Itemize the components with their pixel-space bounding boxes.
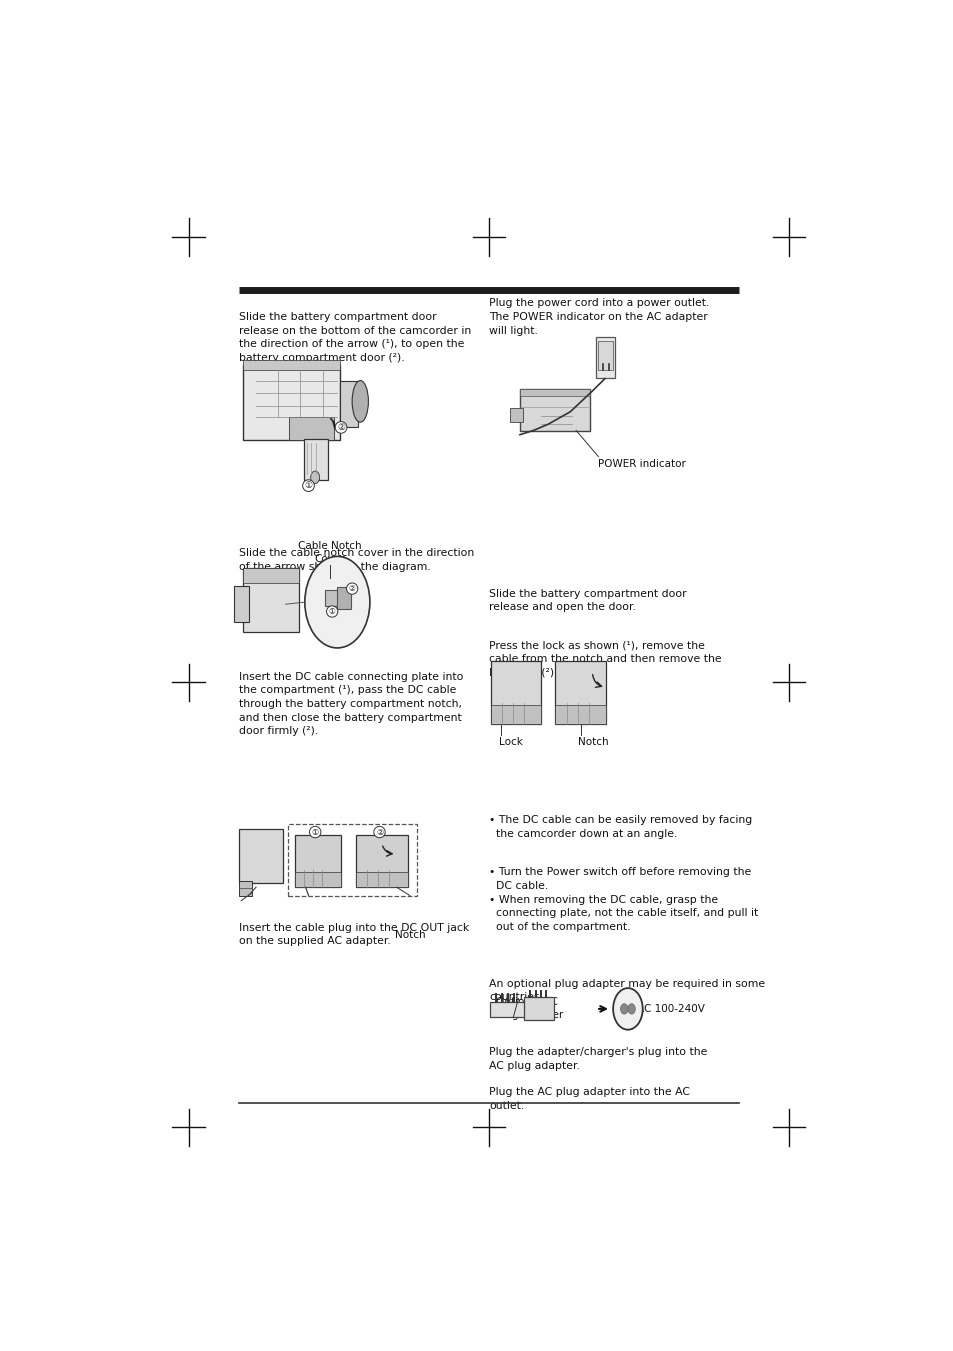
Text: AC 100-240V: AC 100-240V bbox=[637, 1004, 704, 1013]
FancyBboxPatch shape bbox=[491, 662, 541, 724]
FancyBboxPatch shape bbox=[243, 365, 339, 440]
FancyBboxPatch shape bbox=[509, 408, 522, 422]
Text: An optional plug adapter may be required in some
countries.: An optional plug adapter may be required… bbox=[488, 978, 764, 1002]
Text: ①: ① bbox=[329, 607, 335, 616]
Text: Plug the AC plug adapter into the AC
outlet.: Plug the AC plug adapter into the AC out… bbox=[488, 1088, 689, 1111]
Text: Slide the battery compartment door
release on the bottom of the camcorder in
the: Slide the battery compartment door relea… bbox=[239, 312, 471, 362]
Text: Lock: Lock bbox=[498, 738, 522, 747]
FancyBboxPatch shape bbox=[355, 871, 407, 888]
Text: Insert the DC cable connecting plate into
the compartment (¹), pass the DC cable: Insert the DC cable connecting plate int… bbox=[239, 671, 463, 736]
Text: • Turn the Power switch off before removing the
  DC cable.
• When removing the : • Turn the Power switch off before remov… bbox=[488, 867, 758, 932]
Text: Optional AC
Plug Adapter: Optional AC Plug Adapter bbox=[496, 997, 563, 1020]
FancyBboxPatch shape bbox=[304, 439, 328, 481]
FancyBboxPatch shape bbox=[239, 881, 252, 896]
FancyBboxPatch shape bbox=[491, 705, 541, 724]
FancyBboxPatch shape bbox=[294, 835, 341, 888]
Text: Press the lock as shown (¹), remove the
cable from the notch and then remove the: Press the lock as shown (¹), remove the … bbox=[488, 640, 720, 678]
FancyBboxPatch shape bbox=[519, 389, 590, 431]
FancyBboxPatch shape bbox=[355, 835, 407, 888]
Text: Slide the battery compartment door
release and open the door.: Slide the battery compartment door relea… bbox=[488, 589, 686, 612]
FancyBboxPatch shape bbox=[339, 381, 357, 427]
Circle shape bbox=[627, 1004, 635, 1015]
Text: ②: ② bbox=[336, 423, 345, 432]
FancyBboxPatch shape bbox=[555, 705, 605, 724]
FancyBboxPatch shape bbox=[490, 1001, 527, 1017]
Circle shape bbox=[619, 1004, 627, 1015]
FancyBboxPatch shape bbox=[243, 567, 298, 632]
FancyBboxPatch shape bbox=[289, 417, 334, 440]
Text: Notch: Notch bbox=[577, 738, 608, 747]
FancyBboxPatch shape bbox=[524, 997, 554, 1020]
Text: ①: ① bbox=[312, 828, 318, 836]
FancyBboxPatch shape bbox=[324, 589, 339, 607]
Text: ①: ① bbox=[304, 481, 313, 490]
Text: Cable Notch
Cover: Cable Notch Cover bbox=[298, 542, 361, 563]
FancyBboxPatch shape bbox=[519, 389, 590, 396]
FancyBboxPatch shape bbox=[243, 567, 298, 584]
FancyBboxPatch shape bbox=[555, 662, 605, 724]
Text: Plug the power cord into a power outlet.
The POWER indicator on the AC adapter
w: Plug the power cord into a power outlet.… bbox=[488, 299, 709, 335]
Text: Plug the adapter/charger's plug into the
AC plug adapter.: Plug the adapter/charger's plug into the… bbox=[488, 1047, 706, 1071]
Circle shape bbox=[311, 471, 319, 484]
FancyBboxPatch shape bbox=[337, 586, 351, 609]
Text: Insert the cable plug into the DC OUT jack
on the supplied AC adapter.: Insert the cable plug into the DC OUT ja… bbox=[239, 923, 469, 946]
FancyBboxPatch shape bbox=[596, 336, 615, 378]
Text: POWER indicator: POWER indicator bbox=[598, 458, 685, 469]
Ellipse shape bbox=[352, 381, 368, 422]
Text: ②: ② bbox=[349, 584, 355, 593]
Text: ②: ② bbox=[375, 828, 383, 836]
Circle shape bbox=[305, 557, 370, 648]
FancyBboxPatch shape bbox=[233, 585, 249, 621]
FancyBboxPatch shape bbox=[294, 871, 341, 888]
FancyBboxPatch shape bbox=[598, 340, 613, 370]
Text: • The DC cable can be easily removed by facing
  the camcorder down at an angle.: • The DC cable can be easily removed by … bbox=[488, 816, 751, 839]
FancyBboxPatch shape bbox=[243, 359, 339, 370]
Text: Notch: Notch bbox=[395, 929, 425, 940]
Circle shape bbox=[613, 988, 642, 1029]
Text: Slide the cable notch cover in the direction
of the arrow shown in the diagram.: Slide the cable notch cover in the direc… bbox=[239, 549, 474, 571]
FancyBboxPatch shape bbox=[239, 830, 283, 884]
